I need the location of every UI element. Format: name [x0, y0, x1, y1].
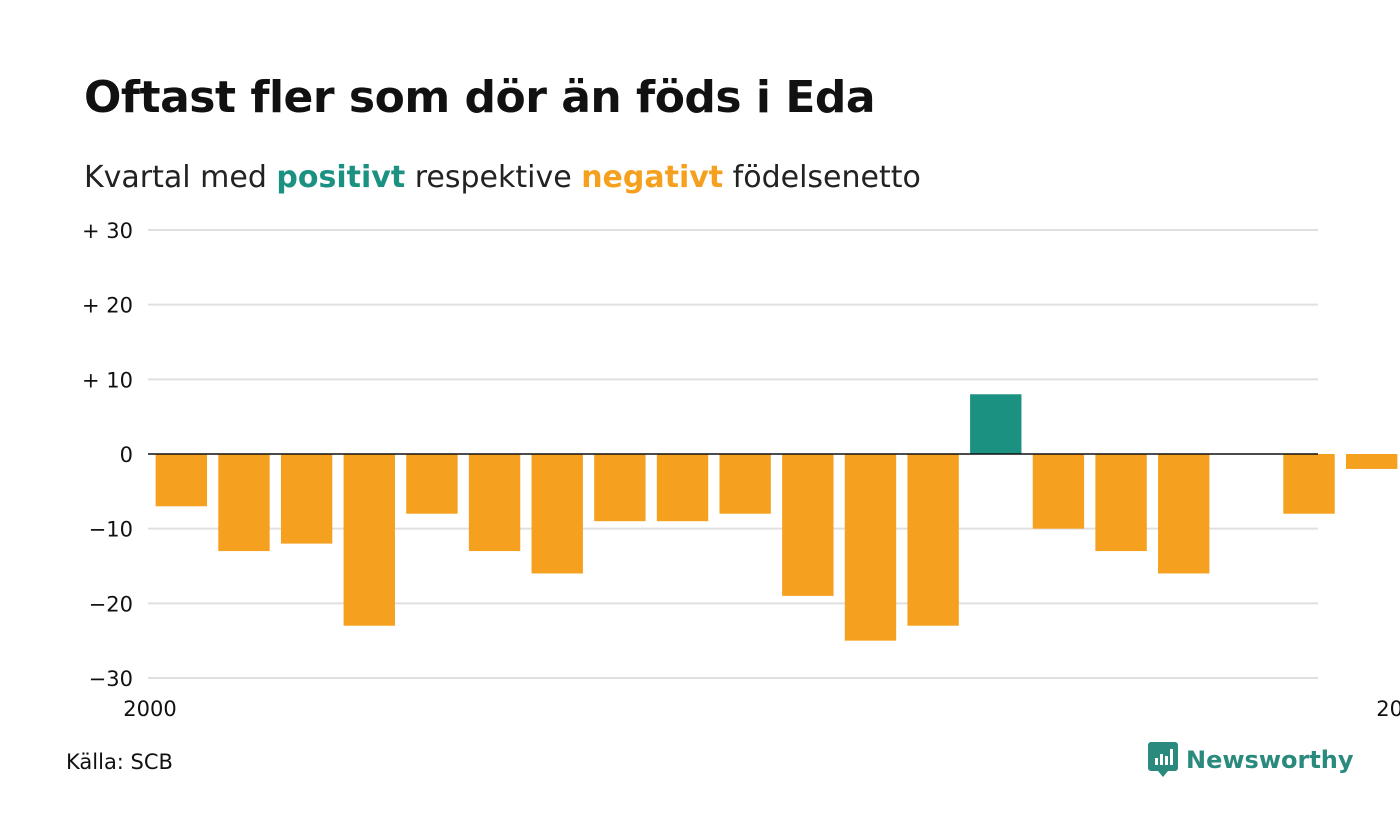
bar-negative — [343, 454, 395, 626]
bar-negative — [155, 454, 208, 507]
bar-negative — [1158, 454, 1210, 574]
bar-negative — [531, 454, 583, 574]
brand-logo: Newsworthy — [1148, 742, 1354, 778]
y-tick-label: + 10 — [82, 368, 133, 392]
bar-negative — [406, 454, 458, 514]
x-tick-label: 2000 — [123, 697, 176, 721]
subtitle-positive-word: positivt — [276, 160, 406, 195]
bar-negative — [1345, 454, 1398, 469]
newsworthy-logo-icon — [1148, 742, 1178, 777]
bar-negative — [719, 454, 771, 514]
subtitle-negative-word: negativt — [581, 160, 724, 195]
source-note: Källa: SCB — [66, 750, 173, 774]
brand-name: Newsworthy — [1186, 746, 1354, 774]
bar-negative — [782, 454, 834, 596]
bar-negative — [280, 454, 333, 544]
bar-negative — [1095, 454, 1147, 552]
bar-positive — [970, 394, 1022, 454]
chart-subtitle: Kvartal med positivt respektive negativt… — [84, 160, 921, 195]
y-tick-label: −10 — [89, 518, 133, 542]
bar-negative — [656, 454, 709, 522]
bar-negative — [844, 454, 897, 641]
subtitle-middle: respektive — [405, 160, 582, 195]
y-tick-label: + 20 — [82, 294, 133, 318]
subtitle-prefix: Kvartal med — [84, 160, 277, 195]
bar-negative — [1032, 454, 1085, 529]
bar-negative — [218, 454, 270, 552]
y-tick-label: −20 — [89, 592, 133, 616]
bar-negative — [907, 454, 959, 626]
x-tick-label: 2005 — [1376, 697, 1400, 721]
bar-negative — [468, 454, 521, 552]
y-tick-label: 0 — [120, 443, 133, 467]
bar-negative — [1283, 454, 1335, 514]
bar-negative — [594, 454, 646, 522]
subtitle-suffix: födelsenetto — [723, 160, 921, 195]
chart-title: Oftast fler som dör än föds i Eda — [84, 72, 876, 123]
y-tick-label: + 30 — [82, 219, 133, 243]
y-tick-label: −30 — [89, 667, 133, 691]
